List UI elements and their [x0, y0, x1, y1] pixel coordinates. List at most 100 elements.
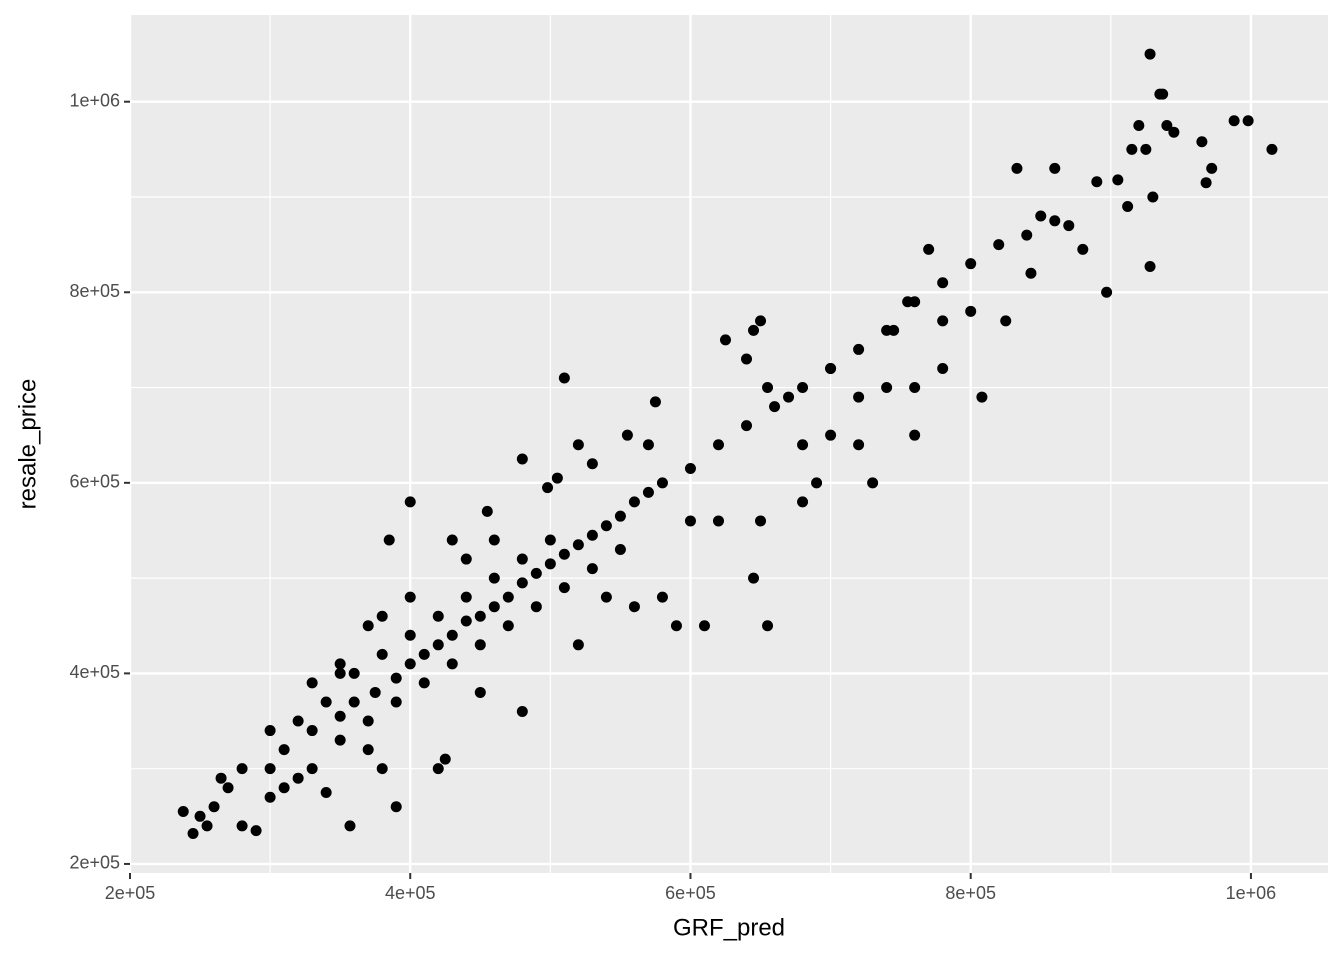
point [1196, 136, 1208, 148]
point [1000, 315, 1012, 327]
point [762, 620, 774, 632]
point [460, 553, 472, 565]
y-tick-label: 2e+05 [69, 853, 120, 873]
point [488, 534, 500, 546]
point [516, 553, 528, 565]
point [278, 744, 290, 756]
point [376, 610, 388, 622]
point [825, 429, 837, 441]
point [201, 820, 213, 832]
point [1126, 143, 1138, 155]
point [614, 510, 626, 522]
point [1025, 267, 1037, 279]
point [656, 591, 668, 603]
point [1140, 143, 1152, 155]
point [264, 725, 276, 737]
point [516, 705, 528, 717]
point [558, 372, 570, 384]
point [432, 610, 444, 622]
x-tick-label: 8e+05 [945, 883, 996, 903]
point [187, 827, 199, 839]
point [748, 572, 760, 584]
point [1200, 177, 1212, 189]
point [404, 658, 416, 670]
point [306, 725, 318, 737]
point [1049, 215, 1061, 227]
axes: 2e+05 4e+05 6e+05 8e+05 1e+06 2e+05 4e+05 6e+05… [69, 90, 1276, 902]
point [642, 486, 654, 498]
point [642, 439, 654, 451]
point [1133, 120, 1145, 132]
x-axis-title: GRF_pred [673, 914, 785, 941]
point [762, 382, 774, 394]
point [1035, 210, 1047, 222]
point [937, 277, 949, 289]
point [881, 382, 893, 394]
point [264, 791, 276, 803]
point [825, 362, 837, 374]
point [712, 515, 724, 527]
point [1147, 191, 1159, 203]
point [881, 324, 893, 336]
point [306, 763, 318, 775]
point [586, 563, 598, 575]
point [684, 515, 696, 527]
point [390, 801, 402, 813]
point [390, 672, 402, 684]
point [446, 629, 458, 641]
point [748, 324, 760, 336]
point [404, 629, 416, 641]
point [572, 539, 584, 551]
point [530, 567, 542, 579]
point [1228, 115, 1240, 127]
point [250, 825, 262, 837]
y-tick-label: 1e+06 [69, 90, 120, 110]
point [558, 582, 570, 594]
point [177, 806, 189, 818]
point [755, 315, 767, 327]
point [215, 772, 227, 784]
point [1266, 143, 1278, 155]
point [923, 243, 935, 255]
point [614, 544, 626, 556]
point [741, 420, 753, 432]
point [769, 401, 781, 413]
point [937, 315, 949, 327]
x-tick-label: 1e+06 [1226, 883, 1277, 903]
point [965, 305, 977, 317]
point [712, 439, 724, 451]
point [236, 763, 248, 775]
point [797, 382, 809, 394]
point [993, 239, 1005, 251]
point [348, 667, 360, 679]
point [278, 782, 290, 794]
x-tick-label: 2e+05 [105, 883, 156, 903]
point [344, 820, 356, 832]
point [755, 515, 767, 527]
point [1157, 88, 1169, 100]
point [600, 591, 612, 603]
point [488, 601, 500, 613]
point [976, 391, 988, 403]
point [439, 753, 451, 765]
point [1161, 120, 1173, 132]
point [600, 520, 612, 532]
point [362, 744, 374, 756]
point [558, 548, 570, 560]
point [719, 334, 731, 346]
point [334, 658, 346, 670]
point [1049, 162, 1061, 174]
y-tick-label: 8e+05 [69, 281, 120, 301]
point [334, 667, 346, 679]
point [320, 786, 332, 798]
point [460, 615, 472, 627]
y-axis-title: resale_price [14, 379, 41, 510]
point [628, 496, 640, 508]
point [783, 391, 795, 403]
point [446, 534, 458, 546]
point [362, 715, 374, 727]
point [432, 763, 444, 775]
point [1242, 115, 1254, 127]
point [362, 620, 374, 632]
x-tick-label: 6e+05 [665, 883, 716, 903]
